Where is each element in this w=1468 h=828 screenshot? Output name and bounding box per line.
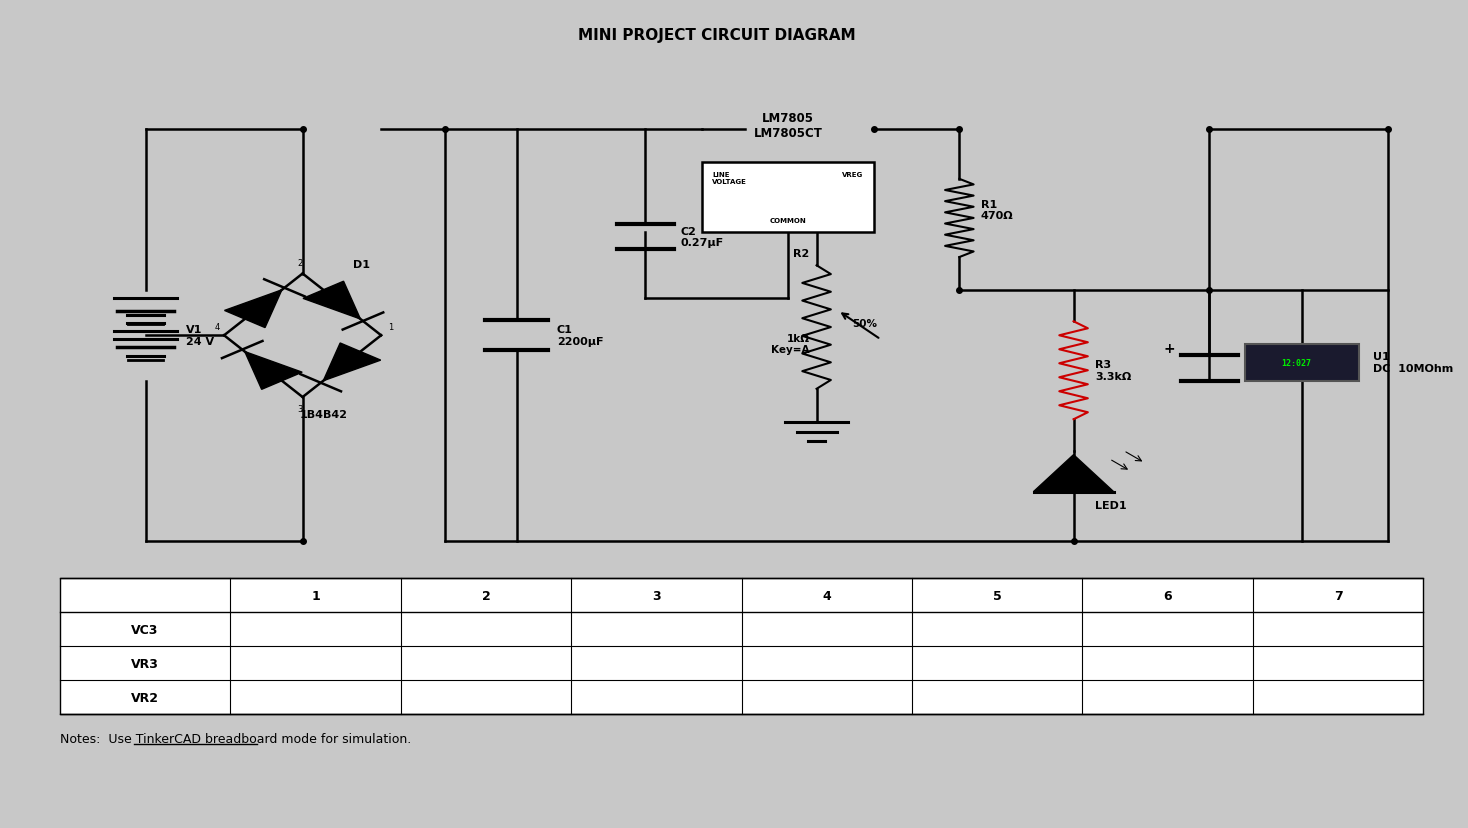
Polygon shape	[225, 291, 282, 328]
Text: VC3: VC3	[132, 623, 159, 636]
Text: 50%: 50%	[853, 319, 878, 329]
Text: LINE
VOLTAGE: LINE VOLTAGE	[712, 171, 747, 185]
Text: 5: 5	[992, 589, 1001, 602]
Text: LM7805
LM7805CT: LM7805 LM7805CT	[753, 112, 822, 140]
Text: V1
24 V: V1 24 V	[185, 325, 214, 347]
Polygon shape	[302, 282, 361, 320]
Text: 1: 1	[388, 323, 393, 332]
Text: VR2: VR2	[131, 691, 159, 704]
Text: 3: 3	[297, 404, 302, 413]
Polygon shape	[323, 344, 380, 382]
Text: 6: 6	[1163, 589, 1171, 602]
Text: +: +	[1164, 342, 1174, 356]
Text: VR3: VR3	[131, 657, 159, 670]
Text: C2
0.27μF: C2 0.27μF	[681, 226, 724, 248]
Text: 1kΩ
Key=A: 1kΩ Key=A	[771, 334, 809, 355]
Text: 2: 2	[298, 258, 302, 267]
Text: R1
470Ω: R1 470Ω	[981, 200, 1013, 221]
Text: VREG: VREG	[843, 171, 863, 177]
Text: 7: 7	[1334, 589, 1343, 602]
Text: 4: 4	[822, 589, 831, 602]
Text: 1B4B42: 1B4B42	[299, 410, 348, 420]
Text: COMMON: COMMON	[769, 218, 806, 224]
Text: Notes:  Use TinkerCAD breadboard mode for simulation.: Notes: Use TinkerCAD breadboard mode for…	[60, 733, 411, 745]
Polygon shape	[1033, 455, 1114, 492]
Text: LED1: LED1	[1095, 500, 1126, 510]
Text: 1: 1	[311, 589, 320, 602]
Bar	[702, 163, 873, 233]
Text: C3
10μF: C3 10μF	[1245, 358, 1276, 379]
Text: U1
DC  10MOhm: U1 DC 10MOhm	[1374, 352, 1453, 373]
Text: R2: R2	[793, 248, 809, 258]
Text: MINI PROJECT CIRCUIT DIAGRAM: MINI PROJECT CIRCUIT DIAGRAM	[578, 28, 856, 43]
Text: 4: 4	[214, 323, 220, 332]
Text: D1: D1	[352, 260, 370, 270]
Text: R3
3.3kΩ: R3 3.3kΩ	[1095, 360, 1132, 382]
Text: C1
2200μF: C1 2200μF	[556, 325, 603, 347]
Polygon shape	[245, 352, 302, 390]
Bar	[60, 579, 1424, 715]
Text: 2: 2	[482, 589, 490, 602]
Bar	[1245, 344, 1359, 381]
Text: 3: 3	[652, 589, 661, 602]
Text: 12:027: 12:027	[1282, 358, 1311, 367]
